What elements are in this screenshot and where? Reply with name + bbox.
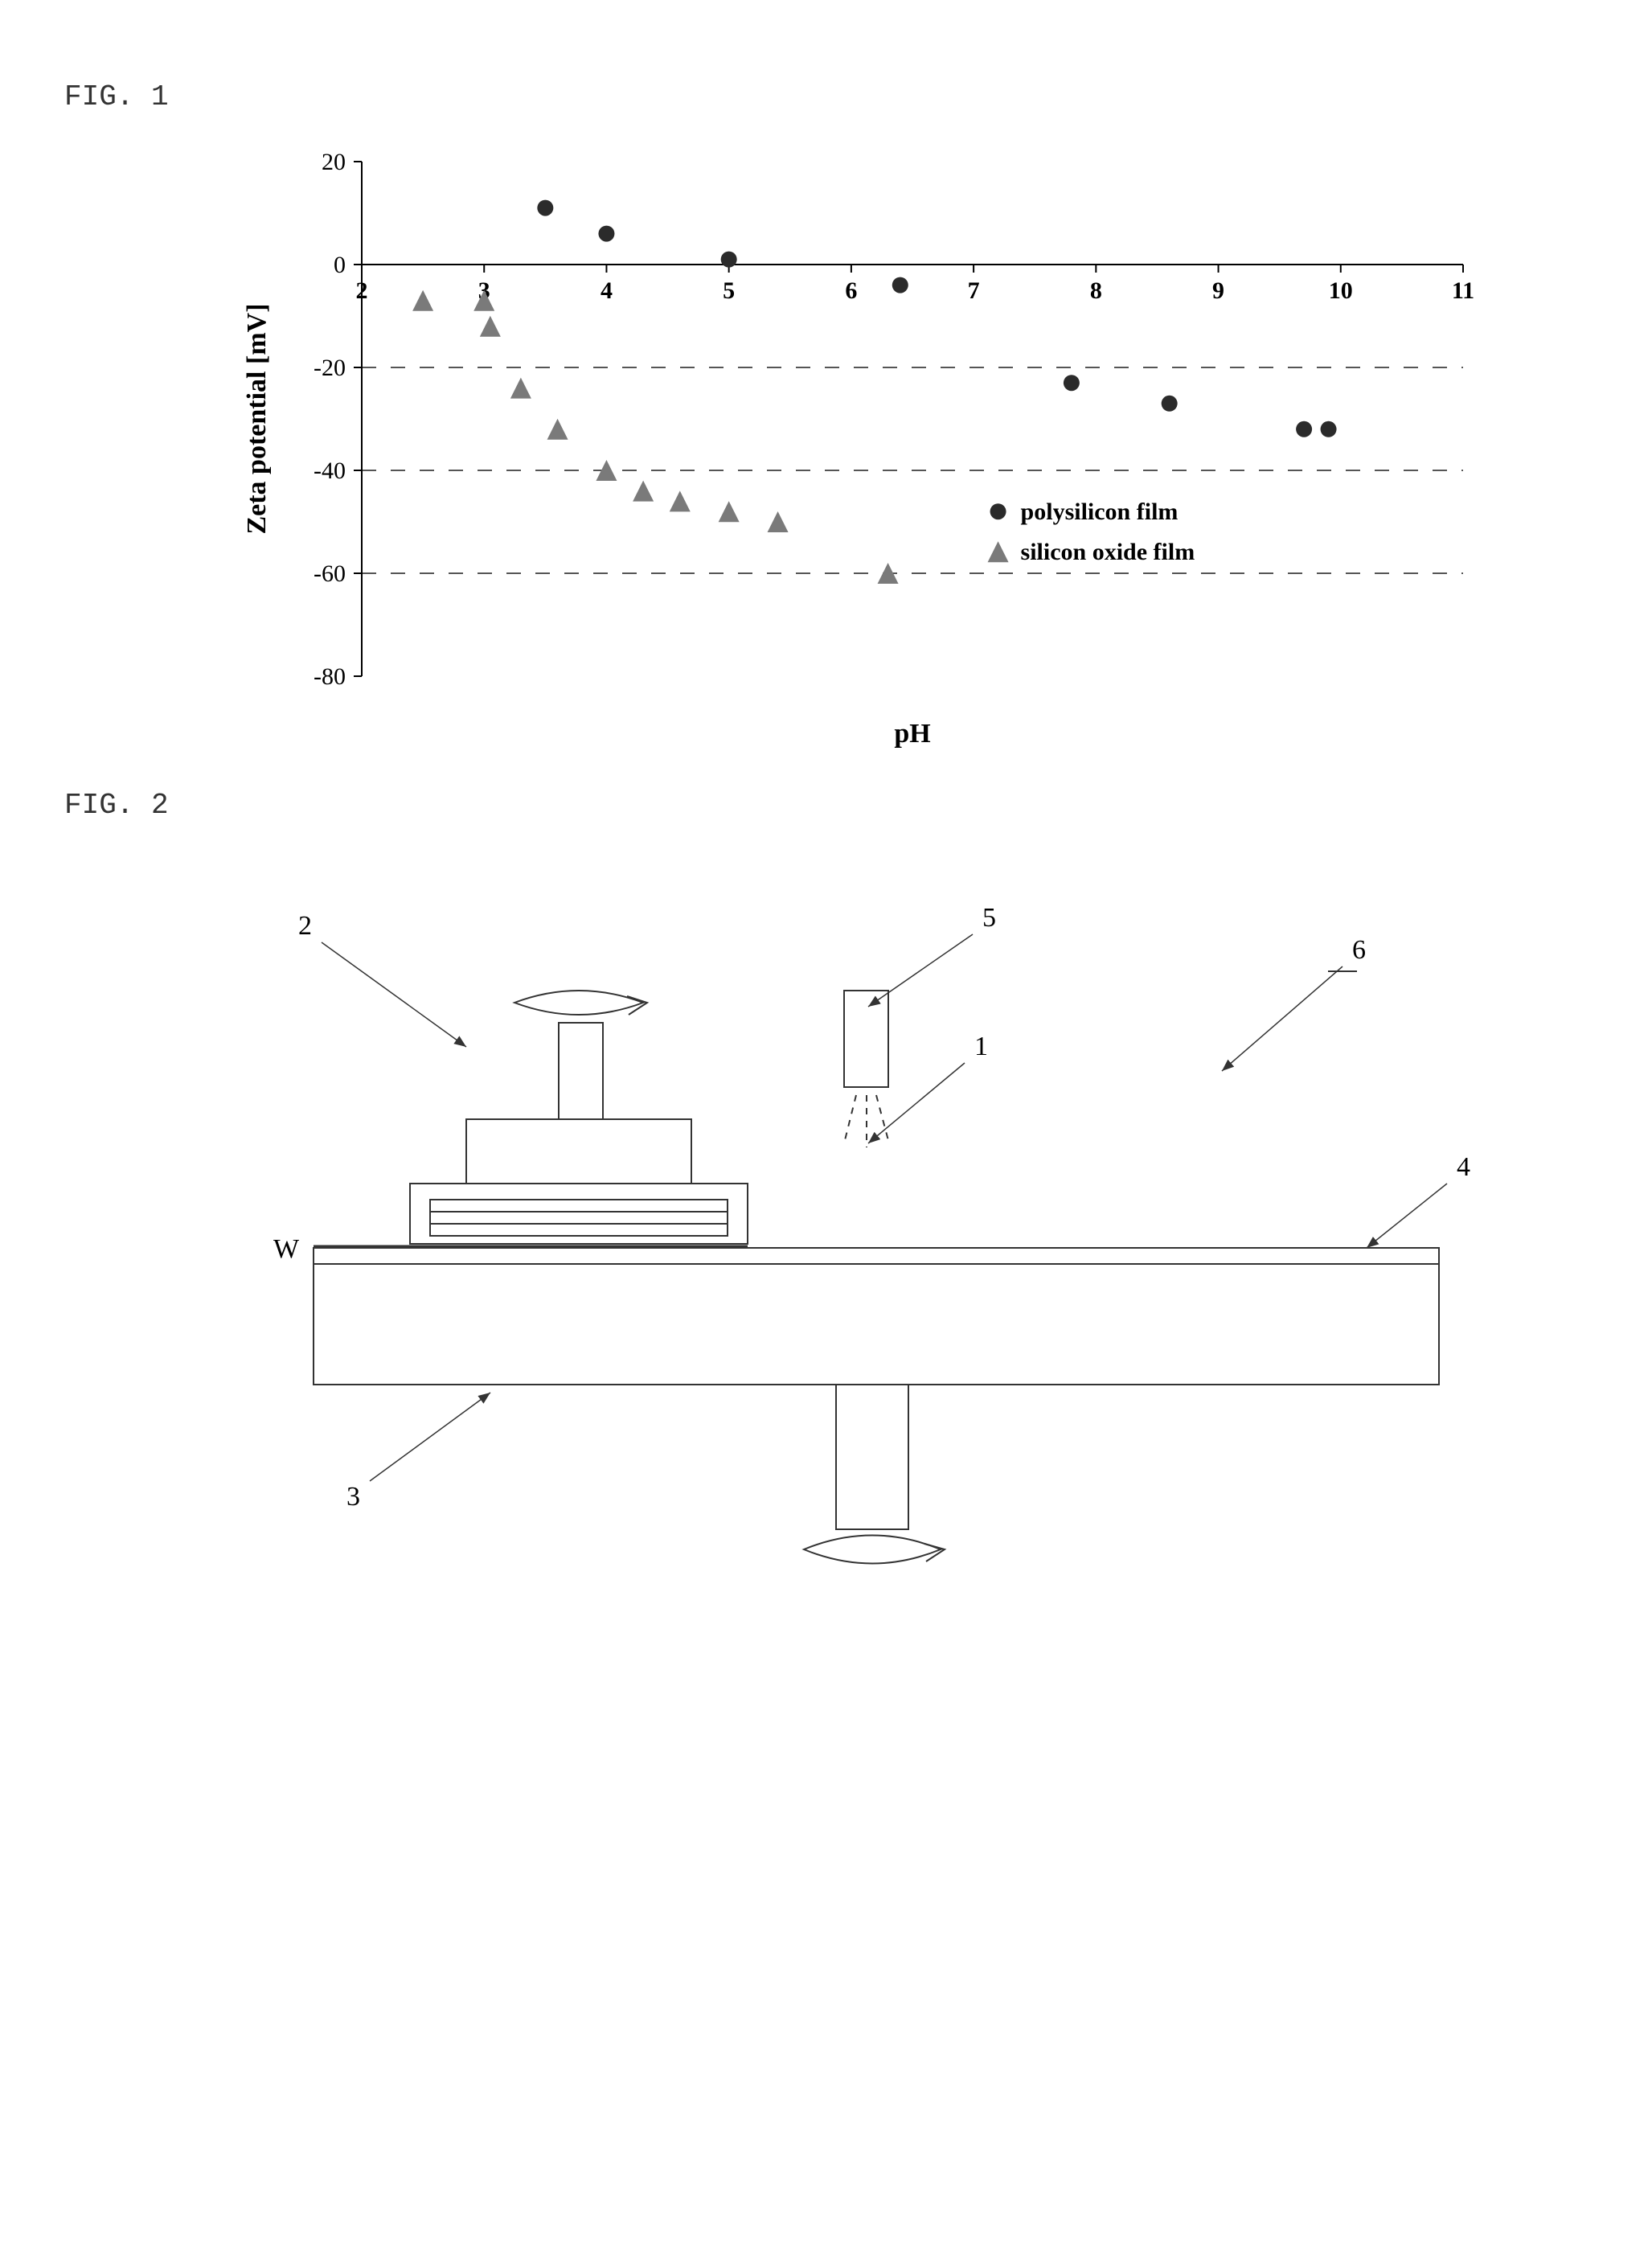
figure-2-diagram: 1 2 3 4 5 6 W — [225, 838, 1511, 1602]
svg-text:pH: pH — [894, 719, 930, 749]
svg-text:9: 9 — [1212, 277, 1224, 304]
svg-text:8: 8 — [1090, 277, 1102, 304]
figure-1-label: FIG. 1 — [64, 80, 1588, 113]
svg-text:-40: -40 — [314, 458, 346, 484]
svg-text:7: 7 — [968, 277, 980, 304]
svg-text:W: W — [273, 1234, 300, 1264]
svg-text:20: 20 — [322, 149, 346, 175]
svg-text:Zeta potential [mV]: Zeta potential [mV] — [242, 303, 272, 534]
svg-text:2: 2 — [298, 911, 312, 941]
svg-text:1: 1 — [974, 1032, 988, 1061]
svg-text:-60: -60 — [314, 560, 346, 587]
svg-text:-80: -80 — [314, 663, 346, 690]
svg-text:silicon oxide film: silicon oxide film — [1021, 539, 1195, 565]
figure-2-label: FIG. 2 — [64, 789, 1588, 822]
svg-text:11: 11 — [1452, 277, 1474, 304]
svg-text:4: 4 — [1457, 1152, 1470, 1182]
figure-1-chart: -80-60-40-20020234567891011pHZeta potent… — [225, 129, 1511, 757]
svg-text:6: 6 — [1352, 935, 1366, 965]
svg-text:4: 4 — [601, 277, 613, 304]
svg-text:0: 0 — [334, 252, 346, 278]
svg-text:10: 10 — [1329, 277, 1353, 304]
svg-text:5: 5 — [723, 277, 735, 304]
svg-text:6: 6 — [845, 277, 857, 304]
svg-text:polysilicon film: polysilicon film — [1021, 499, 1179, 525]
svg-text:-20: -20 — [314, 355, 346, 381]
svg-text:3: 3 — [346, 1482, 360, 1512]
svg-text:2: 2 — [356, 277, 368, 304]
svg-text:5: 5 — [982, 903, 996, 933]
